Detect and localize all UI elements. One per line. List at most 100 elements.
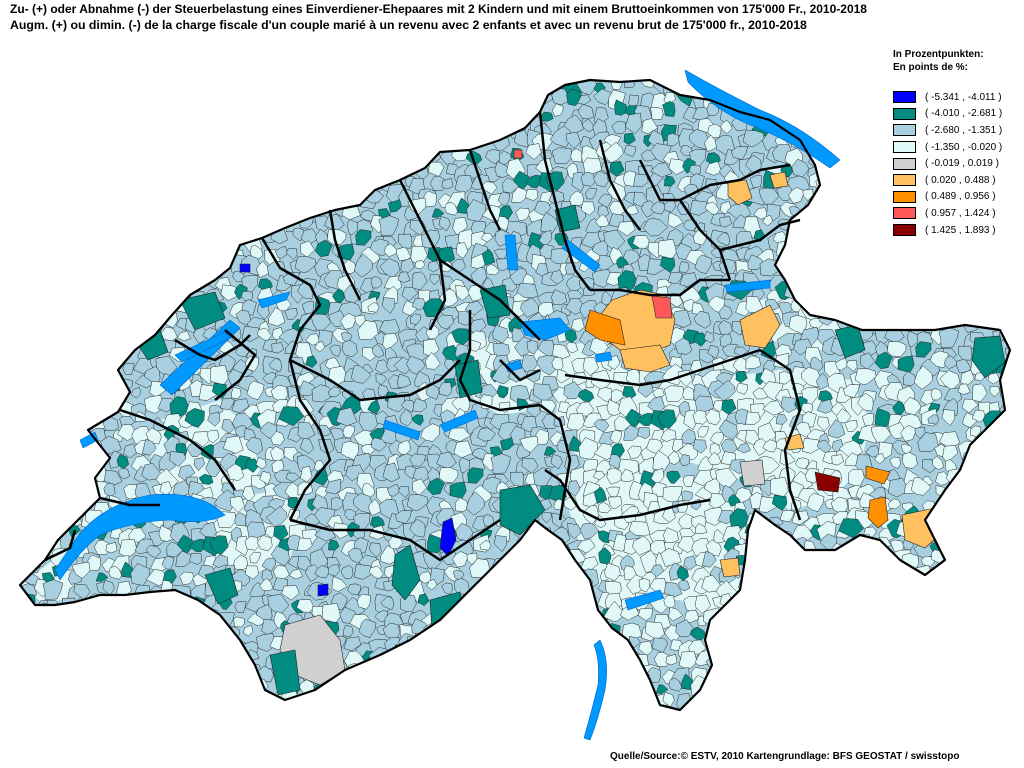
municipality-cell (849, 636, 867, 656)
municipality-cell (866, 163, 880, 178)
municipality-cell (876, 163, 888, 178)
municipality-cell (175, 550, 194, 567)
municipality-cell (150, 627, 164, 640)
municipality-cell (201, 221, 215, 236)
municipality-cell (33, 189, 50, 207)
municipality-cell (716, 231, 731, 247)
municipality-cell (36, 708, 49, 710)
municipality-cell (37, 480, 55, 498)
municipality-cell (469, 711, 487, 731)
municipality-cell (597, 387, 614, 403)
municipality-cell (172, 243, 193, 261)
municipality-cell (887, 676, 900, 689)
municipality-cell (971, 526, 984, 538)
municipality-cell (950, 678, 976, 696)
municipality-cell (853, 217, 877, 239)
municipality-cell (887, 669, 901, 684)
municipality-cell (999, 612, 1010, 625)
municipality-cell (745, 411, 761, 426)
municipality-cell (380, 545, 398, 565)
municipality-cell (887, 283, 905, 299)
municipality-cell (900, 677, 914, 692)
municipality-cell (86, 146, 105, 163)
municipality-cell (873, 571, 887, 586)
municipality-cell (682, 106, 700, 124)
municipality-cell (859, 171, 874, 185)
municipality-cell (249, 206, 264, 217)
municipality-cell (385, 80, 399, 93)
municipality-cell (68, 408, 91, 425)
municipality-cell (885, 590, 902, 607)
municipality-cell (331, 576, 348, 592)
municipality-cell (265, 505, 288, 528)
municipality-cell (888, 422, 905, 439)
municipality-cell (874, 619, 896, 640)
municipality-cell (550, 705, 571, 710)
municipality-cell (888, 651, 900, 663)
municipality-cell (827, 132, 849, 153)
municipality-cell (257, 304, 270, 320)
legend-item: ( 0.957 , 1.424 ) (893, 205, 1021, 222)
municipality-cell (118, 707, 135, 710)
municipality-cell (327, 171, 345, 187)
municipality-cell (185, 243, 202, 258)
municipality-cell (63, 453, 79, 469)
municipality-cell (250, 150, 264, 162)
municipality-cell (487, 648, 502, 664)
canton-border-line (44, 529, 77, 562)
municipality-cell (193, 105, 209, 121)
municipality-cell (121, 675, 140, 690)
municipality-cell (176, 91, 190, 107)
municipality-cell (487, 97, 502, 109)
municipality-cell (515, 207, 531, 221)
municipality-cell (103, 638, 121, 654)
municipality-cell (438, 382, 453, 397)
municipality-cell (388, 199, 402, 213)
canton-border-line (119, 408, 237, 491)
municipality-cell (119, 160, 138, 175)
municipality-cell (598, 712, 612, 722)
municipality-cell (918, 299, 939, 322)
municipality-cell (876, 110, 889, 121)
municipality-cell (249, 96, 262, 109)
municipality-cell (737, 605, 756, 624)
municipality-cell (64, 621, 79, 639)
municipality-cell (138, 174, 152, 191)
municipality-cell (217, 189, 233, 204)
municipality-cell (2, 608, 18, 625)
municipality-cell (793, 102, 807, 116)
municipality-cell (47, 607, 63, 622)
municipality-cell (161, 231, 182, 248)
lake-maggiore (583, 639, 607, 741)
municipality-cell (809, 694, 826, 710)
municipality-cell (693, 310, 711, 329)
municipality-cell (147, 268, 169, 287)
municipality-cell (305, 88, 320, 105)
municipality-cell (53, 260, 71, 275)
municipality-cell (149, 656, 162, 670)
municipality-cell (303, 80, 325, 92)
municipality-cell (755, 608, 777, 627)
municipality-cell (514, 576, 529, 594)
municipality-cell (180, 606, 196, 626)
lake-morat (174, 331, 231, 363)
municipality-cell (617, 221, 636, 237)
municipality-cell (77, 300, 93, 314)
municipality-cell (772, 494, 788, 511)
municipality-cell (927, 268, 941, 284)
municipality-cell (20, 300, 26, 321)
lake-geneva (54, 493, 226, 581)
municipality-cell (913, 625, 931, 645)
municipality-cell (45, 661, 60, 679)
municipality-cell (825, 559, 839, 574)
municipality-cell (892, 634, 914, 652)
municipality-cell (469, 116, 488, 134)
municipality-cell (780, 544, 797, 561)
municipality-cell (707, 451, 722, 465)
municipality-cell (946, 595, 961, 609)
municipality-cell (919, 275, 937, 293)
municipality-cell (895, 301, 919, 316)
municipality-cell (414, 80, 434, 94)
municipality-cell (245, 132, 262, 151)
municipality-cell (159, 221, 172, 236)
